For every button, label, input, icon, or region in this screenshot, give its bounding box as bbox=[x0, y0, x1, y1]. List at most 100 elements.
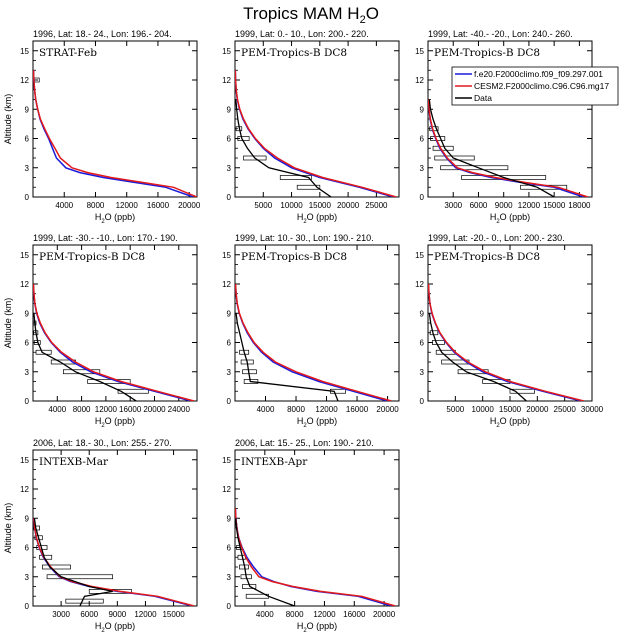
x-axis-label-main: H bbox=[297, 212, 304, 222]
x-axis-label-suffix: O (ppb) bbox=[105, 621, 136, 631]
data-range-box bbox=[432, 145, 454, 151]
y-tick-label: 3 bbox=[420, 368, 425, 377]
y-tick-label: 12 bbox=[222, 485, 231, 494]
x-tick-label: 25000 bbox=[554, 405, 577, 414]
x-tick-label: 30000 bbox=[581, 405, 604, 414]
plot-area bbox=[33, 283, 195, 401]
x-tick-label: 6000 bbox=[470, 201, 488, 210]
y-tick-label: 15 bbox=[222, 456, 231, 465]
campaign-label: PEM-Tropics-B DC8 bbox=[434, 251, 540, 263]
panel-header: 1999, Lat: -20.- 0., Lon: 200.- 230. bbox=[428, 233, 565, 243]
plot-area bbox=[235, 283, 392, 401]
x-axis-label-suffix: O (ppb) bbox=[105, 416, 136, 426]
x-tick-label: 16000 bbox=[346, 405, 369, 414]
panel-6: 1999, Lat: -20.- 0., Lon: 200.- 230. 0 3 6 9… bbox=[415, 233, 604, 429]
y-tick-label: 6 bbox=[227, 339, 232, 348]
plot-frame bbox=[234, 40, 400, 198]
series-line-2 bbox=[33, 283, 195, 401]
y-axis-label: Altitude (km) bbox=[3, 94, 13, 145]
plot-frame bbox=[234, 244, 400, 402]
data-range-box bbox=[434, 155, 475, 161]
y-tick-label: 0 bbox=[227, 602, 232, 611]
x-axis-label-subscript: 2 bbox=[303, 628, 307, 634]
series-line-2 bbox=[33, 70, 197, 197]
legend-box bbox=[451, 66, 619, 106]
y-tick-label: 0 bbox=[227, 193, 232, 202]
plot-area bbox=[33, 518, 195, 606]
legend-label: Data bbox=[474, 93, 492, 103]
y-tick-label: 15 bbox=[222, 47, 231, 56]
x-tick-label: 3000 bbox=[52, 610, 70, 619]
x-axis-label-subscript: 2 bbox=[303, 423, 307, 429]
panel-2: 1999, Lat: 0.- 10., Lon: 200.- 220. 0 3 6 9 1… bbox=[222, 29, 400, 225]
series-line-2 bbox=[33, 518, 195, 606]
x-axis-label-main: H bbox=[297, 416, 304, 426]
y-tick-label: 6 bbox=[227, 135, 232, 144]
plot-frame bbox=[234, 449, 400, 607]
x-axis-label: H2O (ppb) bbox=[95, 621, 135, 634]
plot-area bbox=[235, 70, 397, 197]
panel-4: 1999, Lat: -30.- -10., Lon: 170.- 190. 0 3… bbox=[3, 233, 198, 429]
x-tick-label: 12000 bbox=[134, 610, 157, 619]
data-range-box bbox=[117, 388, 149, 394]
y-tick-label: 12 bbox=[415, 280, 424, 289]
figure-title-subscript: 2 bbox=[360, 14, 366, 26]
campaign-label: INTEXB-Apr bbox=[241, 456, 308, 468]
x-axis-label-main: H bbox=[95, 621, 102, 631]
campaign-label: PEM-Tropics-B DC8 bbox=[241, 47, 347, 59]
y-tick-label: 15 bbox=[415, 47, 424, 56]
x-tick-label: 10000 bbox=[472, 405, 495, 414]
y-tick-label: 9 bbox=[25, 105, 30, 114]
x-axis-label: H2O (ppb) bbox=[297, 212, 337, 225]
x-axis-label: H2O (ppb) bbox=[95, 212, 135, 225]
y-tick-label: 0 bbox=[25, 397, 30, 406]
panel-header: 1999, Lat: 0.- 10., Lon: 200.- 220. bbox=[235, 29, 369, 39]
plot-frame bbox=[427, 40, 593, 198]
y-tick-label: 3 bbox=[25, 164, 30, 173]
x-tick-label: 12000 bbox=[116, 201, 139, 210]
y-tick-label: 3 bbox=[25, 368, 30, 377]
y-tick-label: 0 bbox=[227, 397, 232, 406]
y-tick-label: 6 bbox=[25, 544, 30, 553]
figure-title-suffix: O bbox=[366, 4, 379, 23]
x-tick-label: 8000 bbox=[287, 405, 305, 414]
y-tick-label: 9 bbox=[227, 309, 232, 318]
figure-title-main: Tropics MAM H bbox=[243, 4, 360, 23]
plot-frame bbox=[32, 40, 198, 198]
series-line-2 bbox=[235, 70, 397, 197]
x-axis-label-main: H bbox=[490, 416, 497, 426]
x-tick-label: 12000 bbox=[315, 405, 338, 414]
x-tick-label: 5000 bbox=[446, 405, 464, 414]
y-tick-label: 15 bbox=[222, 251, 231, 260]
x-axis-label: H2O (ppb) bbox=[490, 416, 530, 429]
x-tick-label: 15000 bbox=[162, 610, 185, 619]
data-range-box bbox=[432, 340, 445, 345]
y-tick-label: 9 bbox=[25, 309, 30, 318]
data-range-box bbox=[46, 574, 114, 580]
x-tick-label: 3000 bbox=[444, 201, 462, 210]
panel-header: 2006, Lat: 18.- 30., Lon: 255.- 270. bbox=[33, 438, 172, 448]
x-axis-label: H2O (ppb) bbox=[95, 416, 135, 429]
panel-8: 2006, Lat: 15.- 25., Lon: 190.- 210. 0 3 6 9… bbox=[222, 438, 400, 634]
legend: f.e20.F2000climo.f09_f09.297.001 CESM2.F2… bbox=[451, 66, 619, 106]
x-tick-label: 9000 bbox=[495, 201, 513, 210]
x-tick-label: 16000 bbox=[119, 405, 142, 414]
y-tick-label: 9 bbox=[420, 105, 425, 114]
figure-title: Tropics MAM H2O bbox=[243, 4, 379, 26]
y-tick-label: 12 bbox=[415, 76, 424, 85]
x-tick-label: 9000 bbox=[108, 610, 126, 619]
panel-header: 1999, Lat: -40.- -20., Lon: 240.- 260. bbox=[428, 29, 573, 39]
panel-7: 2006, Lat: 18.- 30., Lon: 255.- 270. 0 3 6 9… bbox=[3, 438, 198, 634]
x-tick-label: 15000 bbox=[543, 201, 566, 210]
x-tick-label: 6000 bbox=[80, 610, 98, 619]
plot-area bbox=[33, 70, 197, 197]
y-tick-label: 12 bbox=[20, 280, 29, 289]
series-line-3 bbox=[33, 518, 113, 606]
data-range-box bbox=[87, 379, 131, 384]
data-range-box bbox=[509, 388, 535, 394]
x-axis-label-suffix: O (ppb) bbox=[500, 416, 531, 426]
legend-label: f.e20.F2000climo.f09_f09.297.001 bbox=[474, 69, 603, 79]
x-tick-label: 10000 bbox=[280, 201, 303, 210]
campaign-label: INTEXB-Mar bbox=[39, 456, 109, 468]
series-line-2 bbox=[428, 99, 589, 197]
